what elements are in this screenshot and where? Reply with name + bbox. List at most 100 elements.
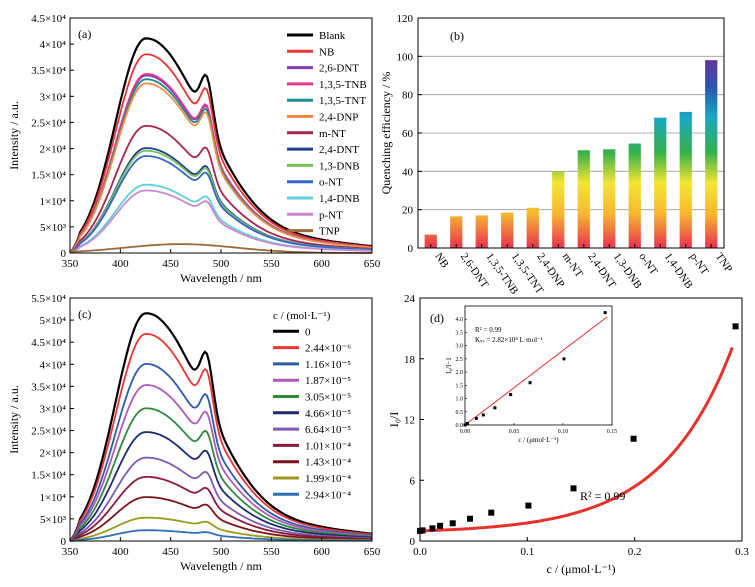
x-tick-label: 400 — [112, 258, 129, 270]
data-point-6 — [488, 509, 495, 516]
inset-ksv: Kₛᵥ = 2.82×10⁴ L·mol⁻¹ — [475, 336, 543, 344]
inset-x-tick-label: 0.10 — [558, 429, 569, 435]
y-tick-label: 0 — [61, 248, 67, 260]
y-tick-label: 2.5×10⁴ — [31, 117, 66, 129]
x-tick-label: 0.3 — [735, 546, 749, 558]
x-tick-label: 450 — [162, 258, 179, 270]
y-tick-label: 3×10⁴ — [39, 91, 66, 103]
x-tick-label: TNP — [713, 251, 735, 275]
y-tick-label: 5.5×10⁴ — [31, 293, 66, 305]
legend-label: 1.16×10⁻⁵ — [305, 359, 351, 371]
x-tick-label: 650 — [364, 258, 381, 270]
plot-frame — [417, 17, 725, 249]
y-tick-label: 120 — [397, 13, 414, 25]
x-tick-label: NB — [432, 251, 451, 270]
bar-9 — [654, 117, 667, 249]
inset-x-tick-label: 0.00 — [460, 429, 471, 435]
inset-data-point-1 — [465, 421, 469, 425]
y-tick-label: 5×10³ — [40, 222, 67, 234]
legend-label: 1.87×10⁻⁵ — [305, 375, 351, 387]
x-tick-label: 650 — [364, 546, 381, 558]
inset-y-tick-label: 4.0 — [456, 317, 464, 323]
bar-11 — [705, 60, 718, 248]
y-tick-label: 100 — [397, 51, 414, 63]
x-tick-label: 350 — [62, 546, 79, 558]
inset-data-point-2 — [474, 416, 478, 420]
legend-label: 1.99×10⁻⁴ — [305, 473, 351, 485]
legend-label: 1,3,5-TNT — [319, 95, 366, 107]
legend-label: Blank — [319, 30, 346, 42]
y-tick-label: 4×10⁴ — [39, 39, 66, 51]
panel-d-stern-volmer-plot: 0.0 0.1 0.2 0.3 0 6 12 18 24 c / (μmol·L⁻¹) I₀/I (d… — [387, 293, 749, 576]
bar-10 — [679, 111, 692, 249]
panel-a-quenching-spectra: 350 400 450 500 550 600 650 0 5×10³ 1×10⁴ 1.5×10⁴ 2… — [7, 13, 381, 285]
series-line-9 — [69, 155, 373, 254]
inset-x-tick-label: 0.15 — [607, 429, 618, 435]
y-tick-label: 1.5×10⁴ — [31, 170, 66, 182]
data-point-9 — [630, 435, 637, 442]
legend-label: TNP — [319, 226, 340, 238]
inset-data-point-3 — [481, 413, 485, 417]
legend-label: 4.66×10⁻⁵ — [305, 408, 351, 420]
y-tick-label: 3.5×10⁴ — [31, 65, 66, 77]
y-tick-label: 6 — [410, 475, 416, 487]
series-line-2 — [69, 362, 373, 542]
bar-0 — [424, 234, 437, 248]
data-point-10 — [732, 323, 739, 330]
bar-3 — [501, 212, 514, 248]
bar-5 — [552, 171, 565, 248]
inset-y-tick-label: 0.5 — [456, 410, 464, 416]
y-tick-label: 1×10⁴ — [39, 196, 66, 208]
y-tick-label: 0 — [410, 536, 416, 548]
series-line-6 — [69, 456, 372, 542]
y-tick-label: 3×10⁴ — [39, 403, 66, 415]
inset-data-point-6 — [528, 381, 532, 385]
legend-label: NB — [319, 46, 334, 58]
panel-c-tnp-titration-spectra: 350 400 450 500 550 600 650 0 5×10³ 1×10⁴ 1.5×10⁴ 2… — [7, 293, 381, 573]
legend-label: 1,4-DNB — [319, 193, 360, 205]
y-tick-label: 0 — [61, 536, 67, 548]
data-point-1 — [419, 527, 426, 534]
bar-8 — [628, 143, 641, 248]
x-tick-label: 600 — [313, 258, 330, 270]
x-tick-label: o-NT — [636, 251, 660, 278]
inset-x-tick-label: 0.05 — [509, 429, 520, 435]
legend-label: 2.44×10⁻⁶ — [305, 343, 351, 355]
legend-label: 1.01×10⁻⁴ — [305, 440, 351, 452]
y-tick-label: 2×10⁴ — [39, 448, 66, 460]
inset-y-tick-label: 3.5 — [456, 330, 464, 336]
x-tick-label: 350 — [62, 258, 79, 270]
y-axis-title: Intensity / a.u. — [7, 385, 21, 454]
legend-label: 0 — [305, 326, 311, 338]
y-tick-label: 2×10⁴ — [39, 144, 66, 156]
y-tick-label: 60 — [402, 128, 414, 140]
inset-fit-line — [464, 316, 608, 426]
y-tick-label: 1.5×10⁴ — [31, 470, 66, 482]
y-tick-label: 24 — [404, 293, 416, 305]
bar-1 — [450, 216, 463, 248]
x-tick-label: 550 — [263, 258, 280, 270]
x-tick-label: p-NT — [687, 251, 711, 278]
legend-label: 2,4-DNP — [319, 112, 358, 124]
y-tick-label: 12 — [404, 415, 415, 427]
x-tick-label: 0.0 — [413, 546, 427, 558]
x-tick-label: 600 — [313, 546, 330, 558]
x-tick-label: 0.1 — [520, 546, 534, 558]
bar-6 — [577, 150, 590, 248]
y-tick-label: 2.5×10⁴ — [31, 426, 66, 438]
inset-y-tick-label: 2.0 — [456, 370, 464, 376]
y-tick-label: 18 — [404, 354, 416, 366]
series-line-4 — [69, 407, 373, 542]
y-tick-label: 5×10³ — [40, 514, 67, 526]
inset-data-point-4 — [493, 406, 497, 410]
y-axis-title: I₀/I — [387, 412, 401, 428]
legend-label: 3.05×10⁻⁵ — [305, 392, 351, 404]
panel-label: (b) — [450, 29, 464, 43]
legend-label: o-NT — [319, 177, 343, 189]
legend-label: 2.94×10⁻⁴ — [305, 489, 351, 501]
inset-x-axis-title: c / (μmol·L⁻¹) — [518, 436, 559, 444]
y-tick-label: 80 — [402, 90, 414, 102]
inset-data-point-8 — [603, 311, 607, 315]
